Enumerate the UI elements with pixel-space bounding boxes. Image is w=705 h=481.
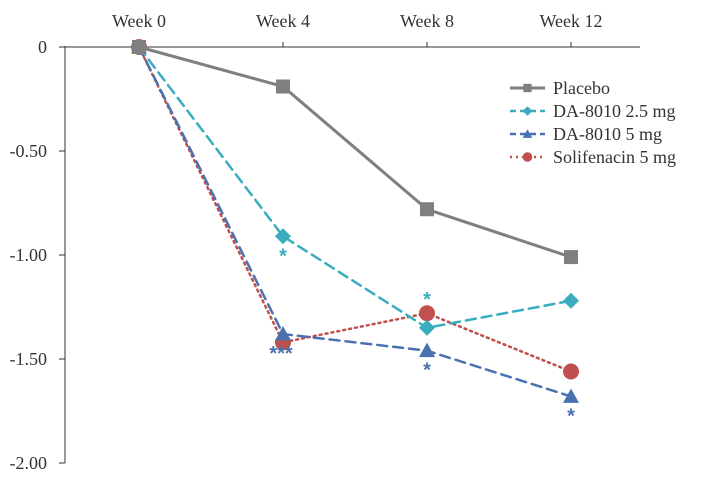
- series-line-da-8010-5-mg: [137, 45, 573, 398]
- series-placebo: [132, 40, 578, 265]
- legend-label-da-8010-5-mg: DA-8010 5 mg: [553, 124, 662, 144]
- y-tick-label: -2.00: [10, 453, 48, 473]
- axes: [59, 42, 640, 464]
- y-tick-label: -1.00: [10, 245, 48, 265]
- x-tick-label-week-0: Week 0: [112, 11, 166, 31]
- series-line-placebo: [137, 45, 573, 259]
- series-da-8010-5-mg: [131, 39, 579, 403]
- legend-marker-da-8010-5-mg: [522, 129, 533, 138]
- significance-label-da-8010-2-5-mg: *: [423, 289, 431, 311]
- legend-label-solifenacin-5-mg: Solifenacin 5 mg: [553, 147, 676, 167]
- legend-marker-da-8010-2-5-mg: [522, 106, 533, 116]
- data-point-placebo: [276, 79, 290, 94]
- x-tick-label-week-4: Week 4: [256, 11, 310, 31]
- legend-item-solifenacin-5-mg: Solifenacin 5 mg: [510, 147, 676, 167]
- data-point-da-8010-2-5-mg: [275, 228, 291, 245]
- x-tick-label-week-8: Week 8: [400, 11, 454, 31]
- x-axis-tick-labels: Week 0 Week 4 Week 8 Week 12: [112, 11, 603, 31]
- significance-label-da-8010-5-mg: ***: [269, 343, 293, 365]
- x-tick-label-week-12: Week 12: [539, 11, 602, 31]
- legend-item-placebo: Placebo: [510, 78, 610, 98]
- data-point-placebo: [132, 40, 146, 54]
- legend-marker-solifenacin-5-mg: [522, 152, 533, 162]
- series-group: [131, 39, 579, 403]
- series-da-8010-2-5-mg: [131, 39, 579, 336]
- y-tick-label: -0.50: [10, 141, 48, 161]
- data-point-solifenacin-5-mg: [563, 363, 579, 380]
- data-point-da-8010-5-mg: [563, 388, 579, 403]
- data-point-placebo: [564, 250, 578, 265]
- data-point-solifenacin-5-mg: [419, 305, 435, 322]
- y-axis-tick-labels: 0 -0.50 -1.00 -1.50 -2.00: [10, 37, 48, 473]
- legend-label-da-8010-2-5-mg: DA-8010 2.5 mg: [553, 101, 676, 121]
- data-point-da-8010-5-mg: [275, 326, 291, 341]
- series-line-da-8010-2-5-mg: [137, 45, 573, 330]
- data-point-da-8010-2-5-mg: [563, 292, 579, 309]
- series-line-solifenacin-5-mg: [137, 45, 573, 373]
- significance-label-da-8010-2-5-mg: *: [279, 245, 287, 267]
- legend-item-da-8010-5-mg: DA-8010 5 mg: [510, 124, 662, 144]
- legend-item-da-8010-2-5-mg: DA-8010 2.5 mg: [510, 101, 676, 121]
- legend-marker-placebo: [523, 83, 532, 93]
- y-tick-label: 0: [38, 37, 47, 57]
- significance-markers: *******: [269, 245, 575, 427]
- significance-label-da-8010-5-mg: *: [567, 405, 575, 427]
- legend-label-placebo: Placebo: [553, 78, 610, 98]
- data-point-da-8010-5-mg: [419, 342, 435, 358]
- series-solifenacin-5-mg: [131, 39, 579, 380]
- data-point-da-8010-2-5-mg: [419, 319, 435, 336]
- y-tick-label: -1.50: [10, 349, 48, 369]
- significance-label-da-8010-5-mg: *: [423, 360, 431, 382]
- legend: Placebo DA-8010 2.5 mg DA-8010 5 mg Solifen…: [510, 78, 676, 167]
- data-point-placebo: [420, 202, 434, 217]
